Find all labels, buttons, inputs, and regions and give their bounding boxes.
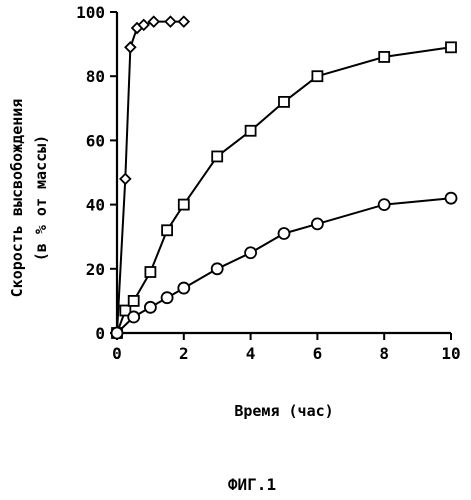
series-line-circle — [117, 198, 451, 333]
y-axis-label: Скорость высвобождения (в % от массы) — [8, 99, 50, 298]
data-point-square — [129, 296, 139, 306]
data-point-square — [446, 42, 456, 52]
data-point-circle — [379, 199, 390, 210]
data-point-circle — [212, 263, 223, 274]
data-point-circle — [112, 328, 123, 339]
y-tick-label: 100 — [76, 3, 105, 22]
x-ticks: 0 2 4 6 8 10 — [112, 333, 460, 363]
axes — [117, 12, 451, 333]
data-point-circle — [162, 292, 173, 303]
data-point-diamond — [165, 17, 175, 27]
y-ticks: 0 20 40 60 80 100 — [76, 3, 117, 343]
data-point-circle — [312, 218, 323, 229]
data-point-circle — [279, 228, 290, 239]
data-point-square — [312, 71, 322, 81]
x-tick-label: 10 — [441, 344, 460, 363]
data-point-circle — [446, 193, 457, 204]
x-tick-label: 0 — [112, 344, 122, 363]
x-axis-label: Время (час) — [234, 402, 333, 420]
data-point-circle — [128, 311, 139, 322]
series-circle — [112, 193, 457, 339]
series-layer — [112, 17, 457, 339]
x-tick-label: 2 — [179, 344, 189, 363]
data-point-diamond — [125, 42, 135, 52]
x-tick-label: 6 — [313, 344, 323, 363]
data-point-circle — [245, 247, 256, 258]
data-point-circle — [178, 283, 189, 294]
y-axis-label-line2: (в % от массы) — [32, 135, 50, 261]
series-line-square — [117, 47, 451, 333]
data-point-square — [162, 225, 172, 235]
data-point-square — [212, 151, 222, 161]
y-tick-label: 20 — [86, 260, 105, 279]
x-tick-label: 4 — [246, 344, 256, 363]
data-point-diamond — [149, 17, 159, 27]
data-point-square — [246, 126, 256, 136]
data-point-square — [145, 267, 155, 277]
data-point-square — [379, 52, 389, 62]
y-tick-label: 60 — [86, 131, 105, 150]
data-point-square — [179, 200, 189, 210]
data-point-square — [279, 97, 289, 107]
y-tick-label: 40 — [86, 196, 105, 215]
y-tick-label: 80 — [86, 67, 105, 86]
data-point-diamond — [120, 174, 130, 184]
y-axis-label-line1: Скорость высвобождения — [8, 99, 26, 298]
data-point-diamond — [179, 17, 189, 27]
data-point-circle — [145, 302, 156, 313]
figure-caption: ФИГ.1 — [228, 475, 276, 494]
y-tick-label: 0 — [95, 324, 105, 343]
series-diamond — [112, 17, 189, 338]
x-tick-label: 8 — [379, 344, 389, 363]
